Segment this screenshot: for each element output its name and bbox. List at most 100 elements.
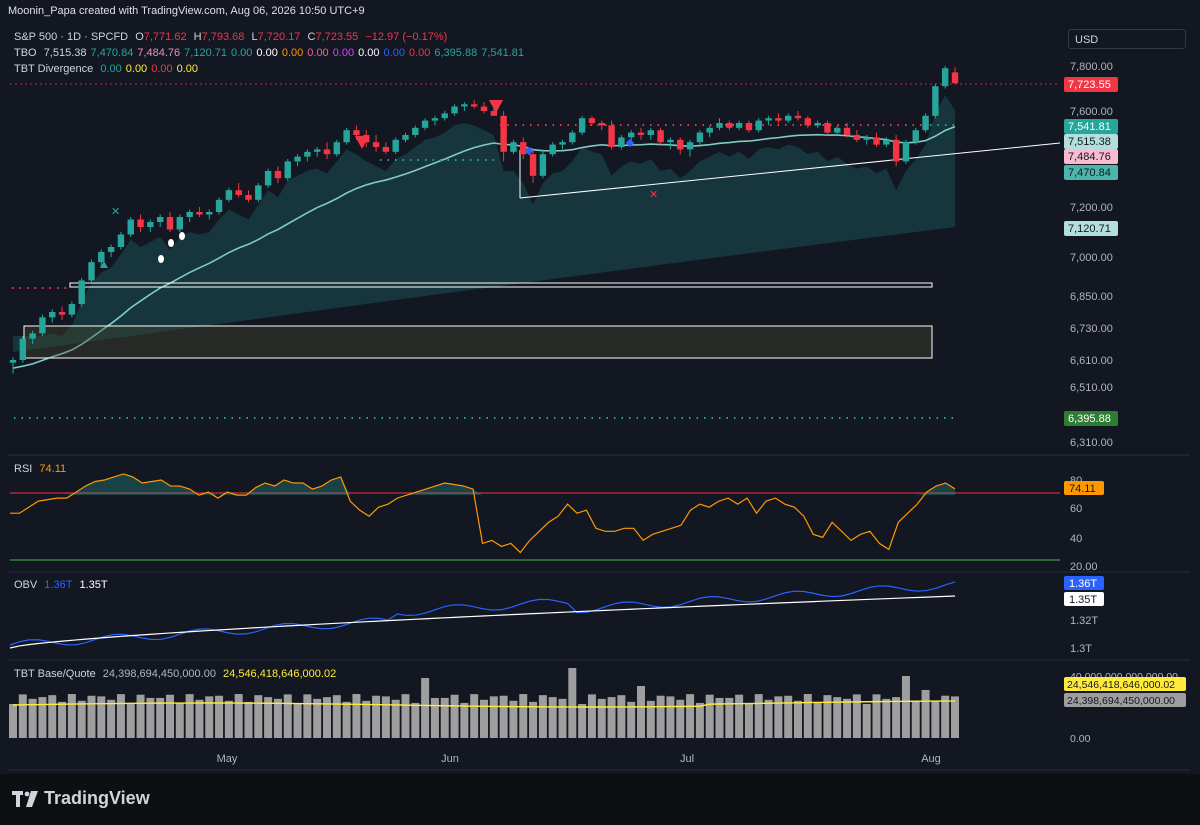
volume-bar — [460, 702, 469, 738]
candle-body — [539, 154, 547, 176]
candle-body — [372, 142, 380, 147]
candle-body — [421, 120, 429, 128]
rsi-value-tag — [1064, 481, 1104, 495]
volume-bar — [195, 699, 204, 738]
volume-bar — [254, 695, 263, 738]
rsi-tick-label: 40 — [1070, 533, 1082, 545]
volume-bar — [901, 676, 910, 738]
volume-bar — [911, 701, 920, 738]
candle-body — [78, 280, 85, 304]
volume-bar — [646, 700, 655, 738]
volume-value-text: 24,546,418,646,000.02 — [1067, 679, 1175, 691]
volume-bar — [313, 698, 322, 738]
volume-bar — [656, 695, 665, 738]
volume-bar — [185, 694, 194, 738]
volume-bar — [293, 703, 302, 738]
volume-bar — [803, 694, 812, 738]
candle-body — [225, 190, 233, 200]
volume-bar — [548, 697, 557, 738]
obv-ma-line — [9, 595, 956, 649]
candle-body — [510, 142, 517, 152]
buy-marker — [100, 261, 108, 268]
candle-body — [529, 154, 537, 176]
obv-legend: OBV 1.36T 1.35T — [14, 579, 112, 591]
candle-body — [627, 132, 635, 138]
volume-bar — [116, 694, 125, 738]
volume-bar — [587, 694, 596, 738]
candle-body — [726, 123, 733, 128]
price-tick-label: 7,800.00 — [1070, 61, 1113, 73]
price-label-text: 7,515.38 — [1068, 136, 1111, 148]
white-marker — [179, 232, 185, 240]
tbo-value-11: 0.00 — [408, 47, 431, 59]
volume-bar — [332, 695, 341, 738]
volume-pane — [8, 659, 1190, 771]
price-label-text: 6,395.88 — [1068, 413, 1111, 425]
candle-body — [470, 104, 478, 107]
rsi-tick-label: 60 — [1070, 503, 1082, 515]
support-zone-lower — [23, 325, 933, 359]
price-label-tag — [1064, 411, 1118, 426]
tbo-value-2: 7,484.76 — [137, 47, 181, 59]
volume-bar — [372, 695, 381, 738]
sell-marker — [489, 100, 503, 113]
tbo-value-5: 0.00 — [256, 47, 278, 59]
tbo-value-1: 7,470.84 — [90, 47, 134, 59]
candle-body — [843, 127, 851, 135]
volume-bar — [97, 696, 106, 738]
tbo-values: 7,515.38 7,470.84 7,484.76 7,120.71 0.00 0.00… — [44, 47, 528, 59]
currency-button[interactable]: USD — [1068, 29, 1186, 49]
volume-bar — [951, 696, 959, 738]
candle-body — [912, 130, 919, 143]
volume-bar — [597, 698, 606, 738]
obv-value-tag — [1064, 576, 1104, 590]
candle-body — [156, 217, 164, 222]
candle-body — [107, 247, 115, 252]
volume-bar — [58, 701, 67, 738]
candle-body — [647, 130, 655, 135]
candle-body — [520, 142, 527, 155]
candle-body — [863, 137, 870, 140]
price-tick-label: 6,850.00 — [1070, 291, 1113, 303]
candle-body — [569, 132, 576, 143]
volume-bar — [735, 694, 744, 738]
candle-body — [902, 142, 910, 162]
volume-bar — [558, 698, 567, 738]
volume-legend: TBT Base/Quote 24,398,694,450,000.00 24,… — [14, 668, 340, 680]
candle-body — [559, 142, 566, 145]
candle-body — [892, 139, 900, 162]
tbt-divergence-legend: TBT Divergence 0.00 0.00 0.00 0.00 — [14, 63, 206, 75]
candle-body — [294, 156, 301, 162]
candle-body — [588, 118, 596, 123]
tbo-legend: TBO 7,515.38 7,470.84 7,484.76 7,120.71 0.00… — [14, 47, 532, 59]
volume-bar — [401, 694, 410, 738]
candle-body — [883, 139, 890, 145]
obv-value-text: 1.35T — [1069, 594, 1097, 606]
tbo-cloud — [13, 95, 955, 352]
tbo-value-10: 0.00 — [383, 47, 405, 59]
candle-body — [186, 212, 193, 217]
volume-bar — [754, 694, 763, 738]
tbo-value-13: 7,541.81 — [481, 47, 525, 59]
volume-bar — [283, 694, 292, 738]
rsi-legend: RSI 74.11 — [14, 463, 70, 475]
rsi-overbought-fill — [10, 473, 955, 496]
volume-bar — [244, 701, 253, 738]
tbo-value-8: 0.00 — [332, 47, 355, 59]
price-tick-label: 6,610.00 — [1070, 355, 1113, 367]
candle-body — [480, 106, 488, 111]
volume-bar — [9, 704, 17, 738]
candle-body — [137, 219, 144, 227]
candle-body — [677, 139, 684, 150]
volume-bar — [470, 694, 479, 738]
volume-bar — [529, 701, 538, 738]
volume-bar — [794, 700, 802, 738]
volume-bar — [666, 696, 675, 738]
price-label-text: 7,723.55 — [1068, 79, 1111, 91]
tradingview-logo[interactable]: TradingView — [12, 788, 150, 809]
volume-bar — [136, 694, 145, 738]
candle-body — [667, 139, 674, 143]
candle-body — [117, 234, 125, 247]
price-label-text: 7,120.71 — [1068, 223, 1111, 235]
